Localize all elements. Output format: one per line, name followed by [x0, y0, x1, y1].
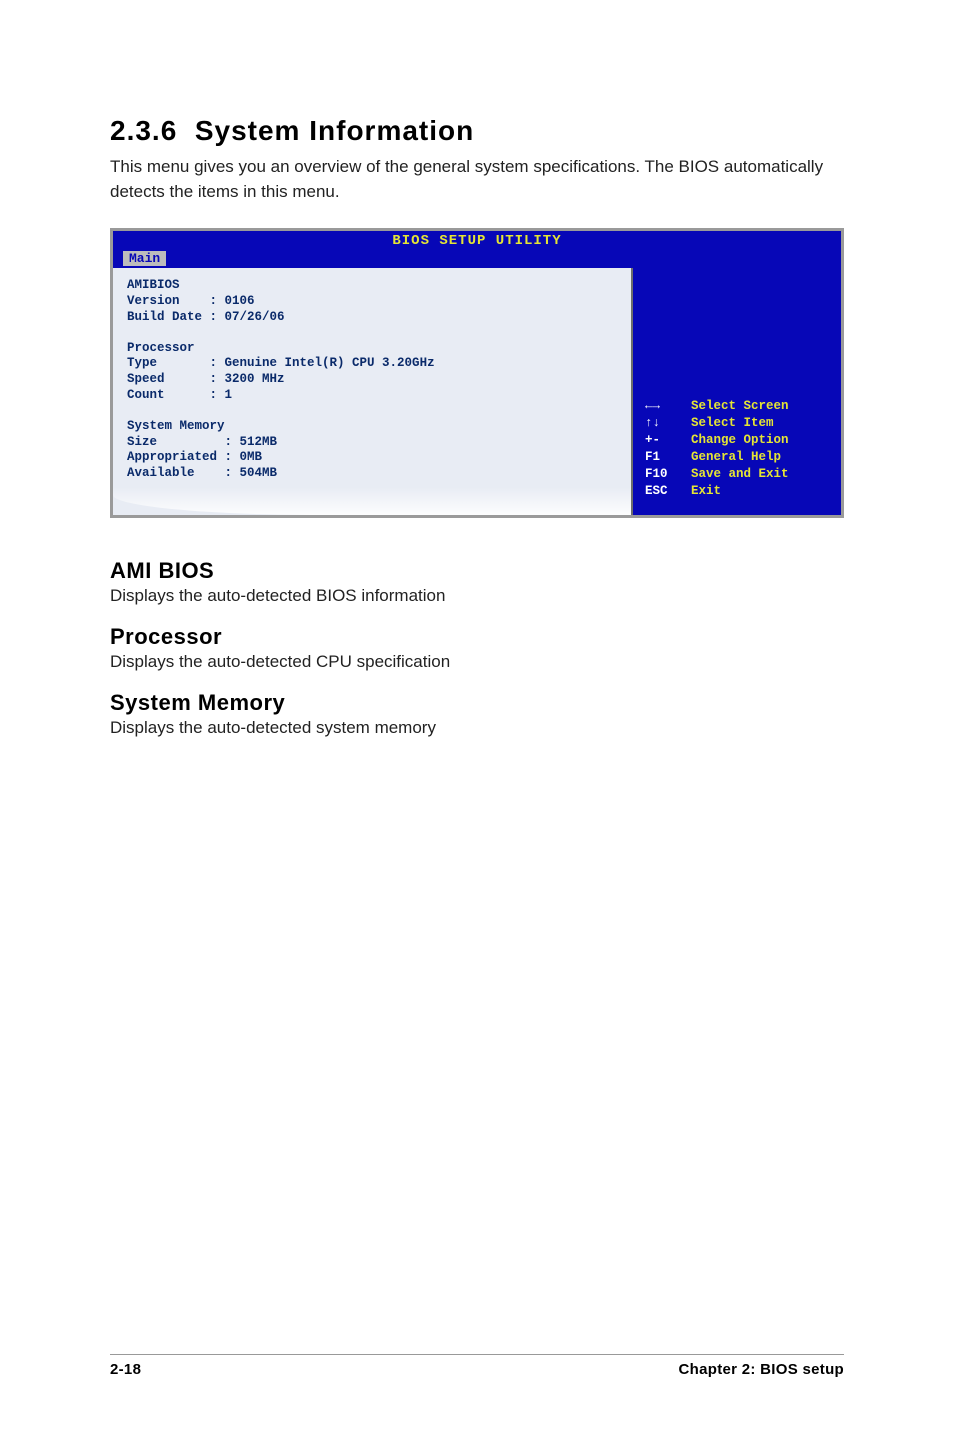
help-key-5: ESC — [645, 483, 679, 500]
version-label: Version — [127, 294, 180, 308]
bios-screenshot: BIOS SETUP UTILITY Main AMIBIOS Version … — [110, 228, 844, 518]
ami-bios-heading: AMI BIOS — [110, 558, 844, 584]
size-row: Size : 512MB — [127, 435, 617, 451]
type-label: Type — [127, 356, 157, 370]
ami-bios-body: Displays the auto-detected BIOS informat… — [110, 586, 844, 606]
blank-row-2 — [127, 403, 617, 419]
help-row-3: F1 General Help — [645, 449, 831, 466]
appropriated-label: Appropriated — [127, 450, 217, 464]
size-label: Size — [127, 435, 157, 449]
sysmem-body: Displays the auto-detected system memory — [110, 718, 844, 738]
amibios-label: AMIBIOS — [127, 278, 617, 294]
bios-version-row: Version : 0106 — [127, 294, 617, 310]
count-row: Count : 1 — [127, 388, 617, 404]
version-value: 0106 — [225, 294, 255, 308]
type-row: Type : Genuine Intel(R) CPU 3.20GHz — [127, 356, 617, 372]
help-key-4: F10 — [645, 466, 679, 483]
size-value: 512MB — [240, 435, 278, 449]
section-title: System Information — [195, 115, 474, 146]
help-text-0: Select Screen — [691, 398, 789, 415]
help-row-2: +- Change Option — [645, 432, 831, 449]
processor-heading: Processor — [110, 624, 844, 650]
bios-body: AMIBIOS Version : 0106 Build Date : 07/2… — [113, 268, 841, 515]
footer-page-number: 2-18 — [110, 1361, 141, 1378]
section-intro: This menu gives you an overview of the g… — [110, 155, 844, 204]
blank-row-1 — [127, 325, 617, 341]
section-number: 2.3.6 — [110, 115, 177, 146]
help-row-4: F10 Save and Exit — [645, 466, 831, 483]
speed-label: Speed — [127, 372, 165, 386]
build-value: 07/26/06 — [225, 310, 285, 324]
help-key-3: F1 — [645, 449, 679, 466]
bios-left-panel: AMIBIOS Version : 0106 Build Date : 07/2… — [113, 268, 633, 515]
speed-value: 3200 MHz — [225, 372, 285, 386]
count-label: Count — [127, 388, 165, 402]
bios-title: BIOS SETUP UTILITY — [113, 231, 841, 249]
sysmem-heading: System Memory — [110, 690, 844, 716]
available-row: Available : 504MB — [127, 466, 617, 482]
bios-help-panel: ←→ Select Screen ↑↓ Select Item +- Change O… — [633, 268, 841, 515]
speed-row: Speed : 3200 MHz — [127, 372, 617, 388]
count-value: 1 — [225, 388, 233, 402]
help-text-5: Exit — [691, 483, 721, 500]
help-row-1: ↑↓ Select Item — [645, 415, 831, 432]
available-label: Available — [127, 466, 195, 480]
help-key-1: ↑↓ — [645, 415, 679, 432]
available-value: 504MB — [240, 466, 278, 480]
processor-body: Displays the auto-detected CPU specifica… — [110, 652, 844, 672]
help-key-0: ←→ — [645, 398, 679, 415]
sysmem-label: System Memory — [127, 419, 617, 435]
bios-tab-row: Main — [113, 249, 841, 268]
help-text-3: General Help — [691, 449, 781, 466]
help-text-4: Save and Exit — [691, 466, 789, 483]
bios-tab-main: Main — [123, 251, 166, 266]
help-key-2: +- — [645, 432, 679, 449]
type-value: Genuine Intel(R) CPU 3.20GHz — [225, 356, 435, 370]
appropriated-row: Appropriated : 0MB — [127, 450, 617, 466]
bios-build-row: Build Date : 07/26/06 — [127, 310, 617, 326]
help-text-2: Change Option — [691, 432, 789, 449]
footer-chapter: Chapter 2: BIOS setup — [679, 1361, 845, 1378]
processor-label: Processor — [127, 341, 617, 357]
help-row-0: ←→ Select Screen — [645, 398, 831, 415]
help-row-5: ESC Exit — [645, 483, 831, 500]
section-heading: 2.3.6 System Information — [110, 115, 844, 147]
page-footer: 2-18 Chapter 2: BIOS setup — [110, 1354, 844, 1378]
appropriated-value: 0MB — [240, 450, 263, 464]
help-text-1: Select Item — [691, 415, 774, 432]
build-label: Build Date — [127, 310, 202, 324]
